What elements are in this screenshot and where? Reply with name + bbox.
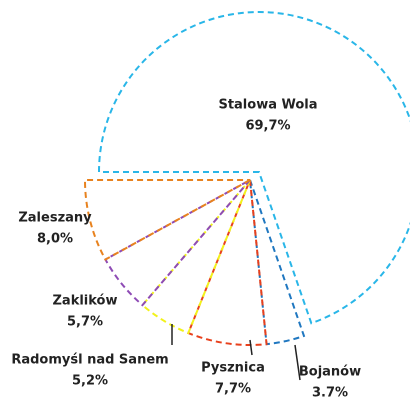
slice-value-label: 7,7%: [215, 382, 251, 397]
leader-line: [294, 344, 301, 381]
slice-label: Zaklików: [53, 294, 118, 309]
slice-value-label: 3.7%: [312, 386, 348, 401]
slice-label: Stalowa Wola: [218, 98, 317, 113]
slice-label: Radomyśl nad Sanem: [11, 353, 168, 368]
slice-value-label: 5,7%: [67, 315, 103, 330]
slice-label: Pysznica: [201, 361, 265, 376]
slice-value-label: 5,2%: [72, 374, 108, 389]
slice-value-label: 69,7%: [245, 119, 290, 134]
slice-label: Bojanów: [299, 365, 361, 380]
slice-value-label: 8,0%: [37, 232, 73, 247]
pie-slice: [141, 179, 251, 335]
leader-line: [249, 339, 253, 356]
pie-slice: [104, 179, 251, 307]
pie-slice: [97, 11, 410, 325]
pie-slice: [83, 179, 251, 261]
slice-label: Zaleszany: [18, 211, 92, 226]
